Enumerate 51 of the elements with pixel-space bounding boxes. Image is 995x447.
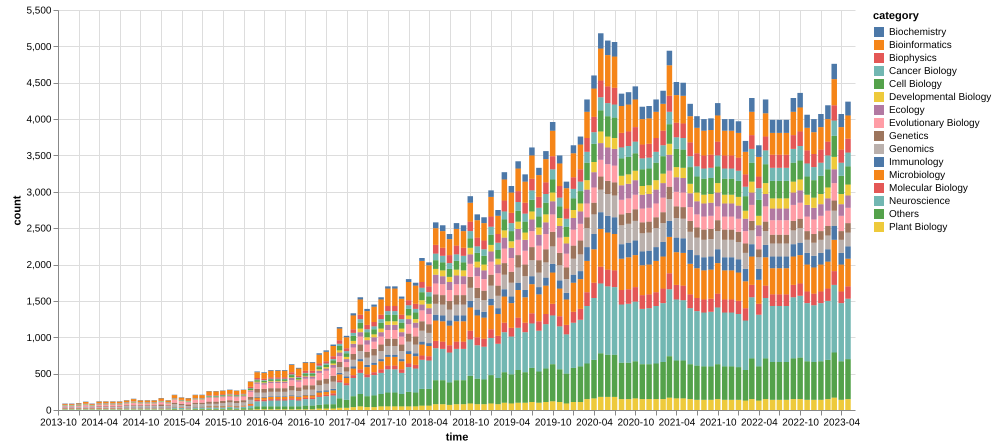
x-tick-label: 2017-10 xyxy=(370,418,408,428)
y-tick-label: 2,000 xyxy=(26,260,52,272)
x-axis-title: time xyxy=(446,432,468,444)
y-tick-label: 1,500 xyxy=(26,296,52,308)
x-tick-label: 2020-10 xyxy=(617,418,655,428)
x-tick-label: 2019-10 xyxy=(534,418,572,428)
y-tick-label: 4,500 xyxy=(26,78,52,90)
legend-label: Ecology xyxy=(889,105,925,116)
legend-label: Biochemistry xyxy=(889,27,946,38)
y-tick-label: 0 xyxy=(46,406,52,416)
x-tick-label: 2021-04 xyxy=(658,418,696,428)
y-tick-label: 2,500 xyxy=(26,224,52,235)
legend-label: Evolutionary Biology xyxy=(889,118,980,129)
x-tick-label: 2015-04 xyxy=(164,418,201,428)
x-tick-label: 2014-04 xyxy=(81,418,118,428)
x-tick-label: 2022-10 xyxy=(782,418,820,428)
x-tick-label: 2013-10 xyxy=(40,418,78,428)
y-axis-title: count xyxy=(11,195,24,226)
legend-label: Cancer Biology xyxy=(889,66,957,77)
y-tick-label: 5,500 xyxy=(26,6,52,16)
legend-title: category xyxy=(873,10,920,22)
x-tick-label: 2018-10 xyxy=(452,418,490,428)
legend-label: Molecular Biology xyxy=(889,183,968,194)
y-tick-label: 3,000 xyxy=(26,187,52,198)
legend-label: Others xyxy=(889,209,920,220)
legend-label: Plant Biology xyxy=(889,222,948,233)
legend-label: Cell Biology xyxy=(889,79,942,90)
legend-label: Biophysics xyxy=(889,53,937,64)
legend-label: Neuroscience xyxy=(889,196,951,207)
x-tick-label: 2019-04 xyxy=(494,418,531,428)
x-tick-label: 2018-04 xyxy=(411,418,448,428)
x-tick-label: 2022-04 xyxy=(740,418,778,428)
legend-label: Developmental Biology xyxy=(889,92,992,103)
x-tick-label: 2023-04 xyxy=(823,418,861,428)
x-tick-label: 2015-10 xyxy=(204,418,242,428)
y-tick-label: 500 xyxy=(34,369,52,380)
x-tick-label: 2016-10 xyxy=(288,418,325,428)
x-tick-label: 2014-10 xyxy=(122,418,160,428)
y-tick-label: 3,500 xyxy=(26,150,52,162)
legend-label: Genetics xyxy=(889,131,928,142)
x-tick-label: 2020-04 xyxy=(576,418,614,428)
y-tick-label: 1,000 xyxy=(26,332,52,344)
x-tick-label: 2017-04 xyxy=(328,418,366,428)
legend-label: Microbiology xyxy=(889,170,946,181)
legend-label: Genomics xyxy=(889,144,934,155)
x-tick-label: 2021-10 xyxy=(700,418,738,428)
y-tick-label: 4,000 xyxy=(26,114,52,126)
y-tick-label: 5,000 xyxy=(26,42,52,53)
legend-label: Bioinformatics xyxy=(889,40,952,51)
legend-label: Immunology xyxy=(889,157,944,168)
x-tick-label: 2016-04 xyxy=(246,418,284,428)
